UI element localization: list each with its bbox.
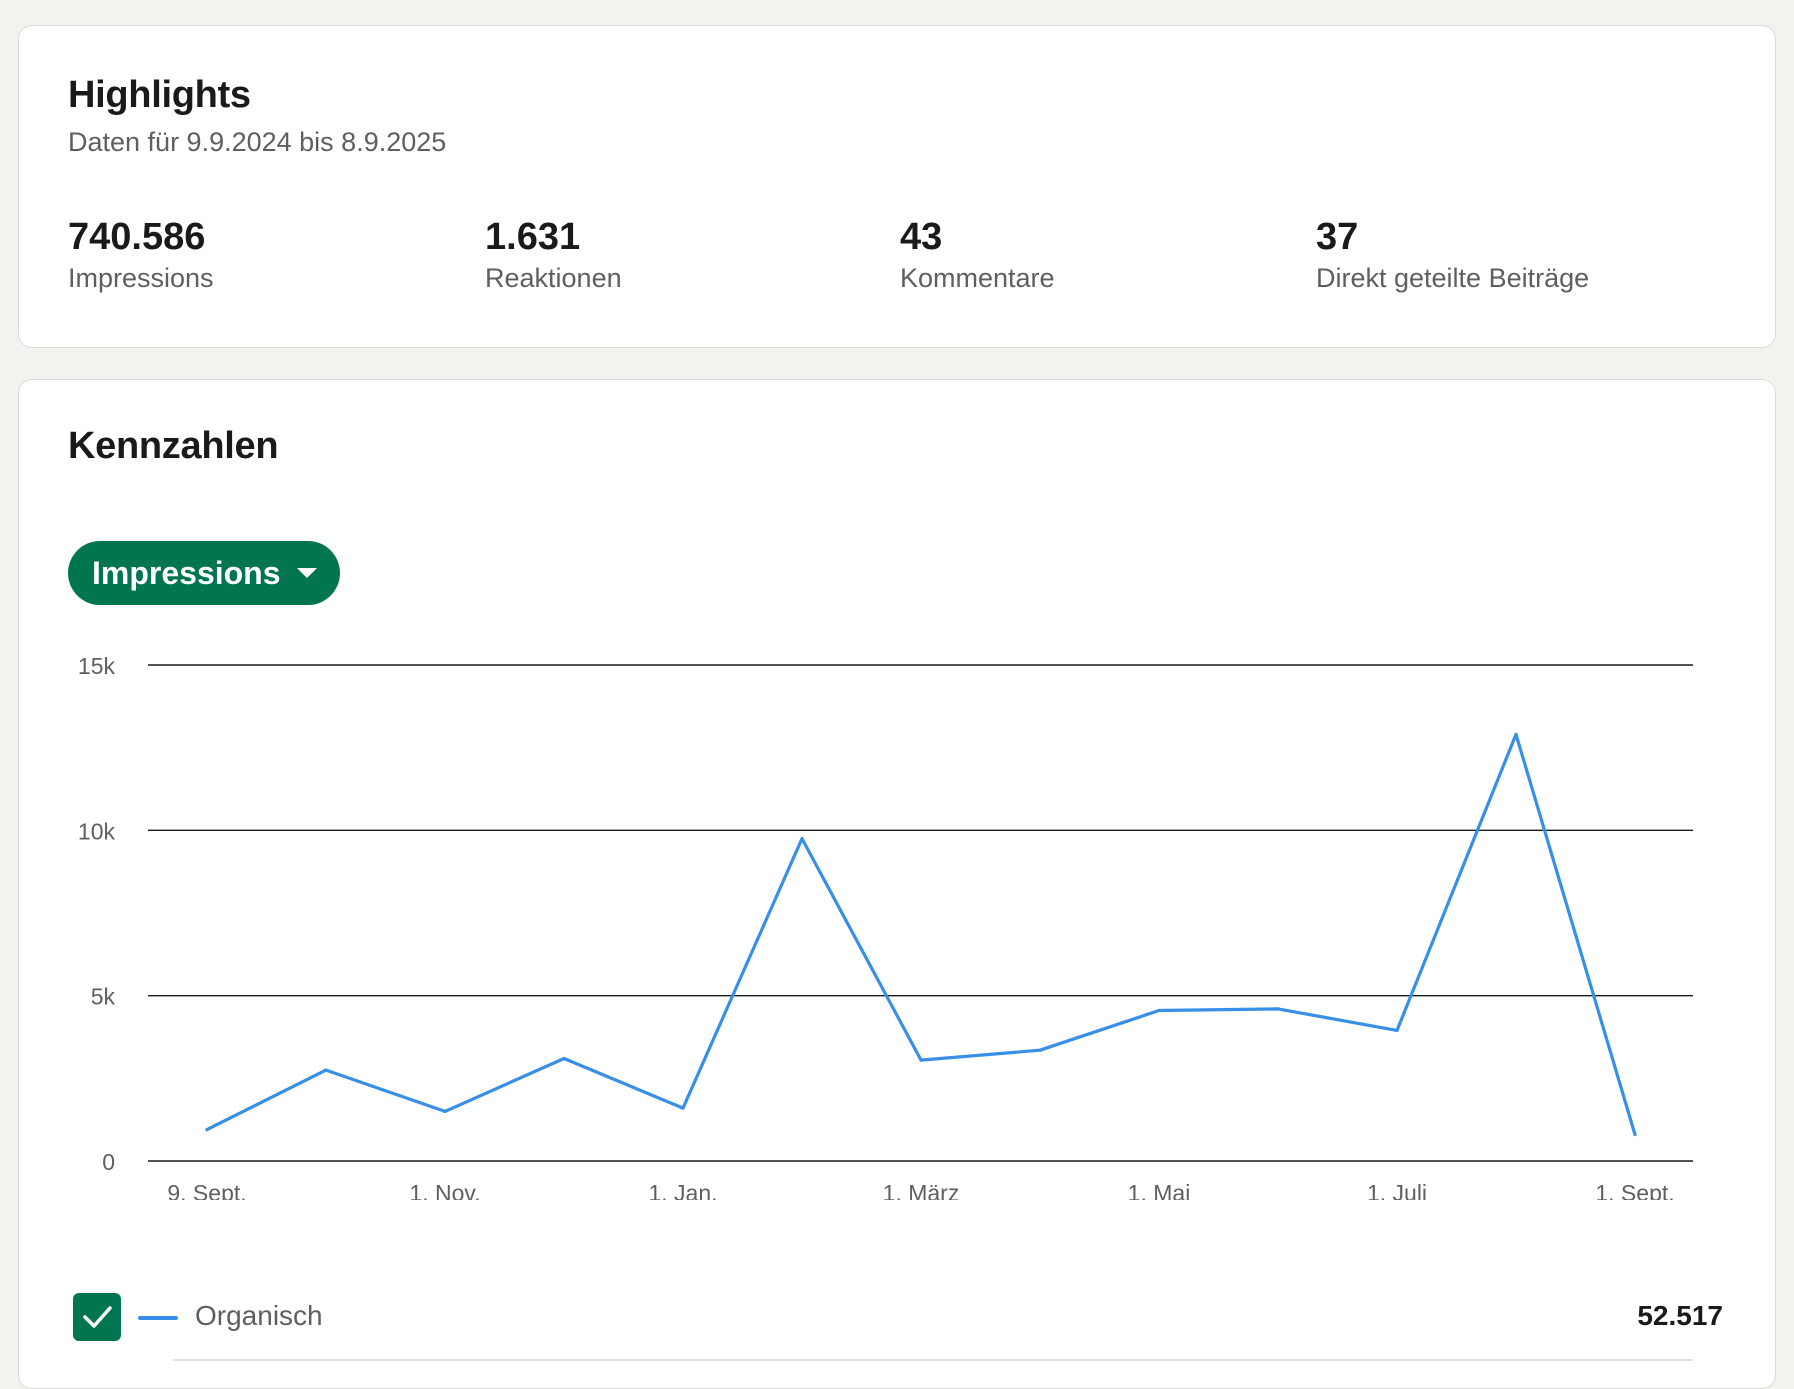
y-tick-label: 15k (78, 653, 116, 679)
data-point (324, 1068, 328, 1072)
data-point (1276, 1007, 1280, 1011)
checkmark-icon (83, 1306, 112, 1328)
data-point (1514, 732, 1518, 737)
data-point (919, 1058, 923, 1062)
x-tick-label: 1. Sept. (1595, 1180, 1674, 1200)
legend-divider (173, 1359, 1693, 1361)
kennzahlen-card: Kennzahlen Impressions 0 5k 10k 15k 9. Sept.… (18, 379, 1776, 1389)
data-point (1395, 1028, 1399, 1032)
data-point (800, 837, 804, 841)
y-tick-label: 5k (91, 984, 116, 1010)
x-tick-label: 1. Mai (1128, 1180, 1191, 1200)
legend-label: Organisch (195, 1300, 323, 1331)
metric-label: Impressions (68, 263, 214, 293)
metric-value: 37 (1316, 216, 1359, 258)
chart-legend: Organisch 52.517 (73, 1292, 1723, 1344)
series-swatch (138, 1316, 178, 1320)
organisch-checkbox[interactable] (73, 1293, 121, 1341)
x-tick-label: 1. Jan. (648, 1180, 717, 1200)
metric-shares: 37 Direkt geteilte Beiträge (1316, 214, 1589, 294)
metric-label: Reaktionen (485, 263, 622, 293)
impressions-line-chart: 0 5k 10k 15k 9. Sept. 1. Nov. 1. Jan. 1. März 1.… (78, 653, 1693, 1200)
legend-total: 52.517 (1637, 1300, 1723, 1331)
metric-value: 43 (900, 216, 943, 258)
data-point (205, 1127, 209, 1132)
data-point (681, 1106, 685, 1110)
metric-impressions: 740.586 Impressions (68, 214, 214, 294)
y-tick-label: 10k (78, 818, 116, 844)
kennzahlen-title: Kennzahlen (68, 425, 279, 467)
x-tick-label: 9. Sept. (167, 1180, 246, 1200)
x-tick-label: 1. Juli (1367, 1180, 1427, 1200)
metric-value: 1.631 (485, 216, 581, 258)
highlights-title: Highlights (68, 74, 251, 116)
metric-comments: 43 Kommentare (900, 214, 1055, 294)
metric-value: 740.586 (68, 216, 206, 258)
date-range-subtitle: Daten für 9.9.2024 bis 8.9.2025 (68, 127, 447, 157)
metric-reactions: 1.631 Reaktionen (485, 214, 622, 294)
metric-dropdown[interactable]: Impressions (68, 541, 340, 605)
data-point (443, 1109, 447, 1113)
caret-down-icon (296, 568, 317, 578)
highlights-card: Highlights Daten für 9.9.2024 bis 8.9.20… (18, 25, 1776, 348)
x-tick-label: 1. März (883, 1180, 960, 1200)
data-point (562, 1056, 566, 1061)
data-point (1157, 1008, 1161, 1013)
data-point (1038, 1048, 1042, 1052)
metric-label: Direkt geteilte Beiträge (1316, 263, 1590, 293)
dropdown-label: Impressions (92, 554, 281, 591)
x-tick-label: 1. Nov. (409, 1180, 480, 1200)
data-point (1633, 1132, 1637, 1137)
series-line-organisch (205, 732, 1637, 1137)
metric-label: Kommentare (900, 263, 1055, 293)
y-tick-label: 0 (102, 1149, 115, 1175)
